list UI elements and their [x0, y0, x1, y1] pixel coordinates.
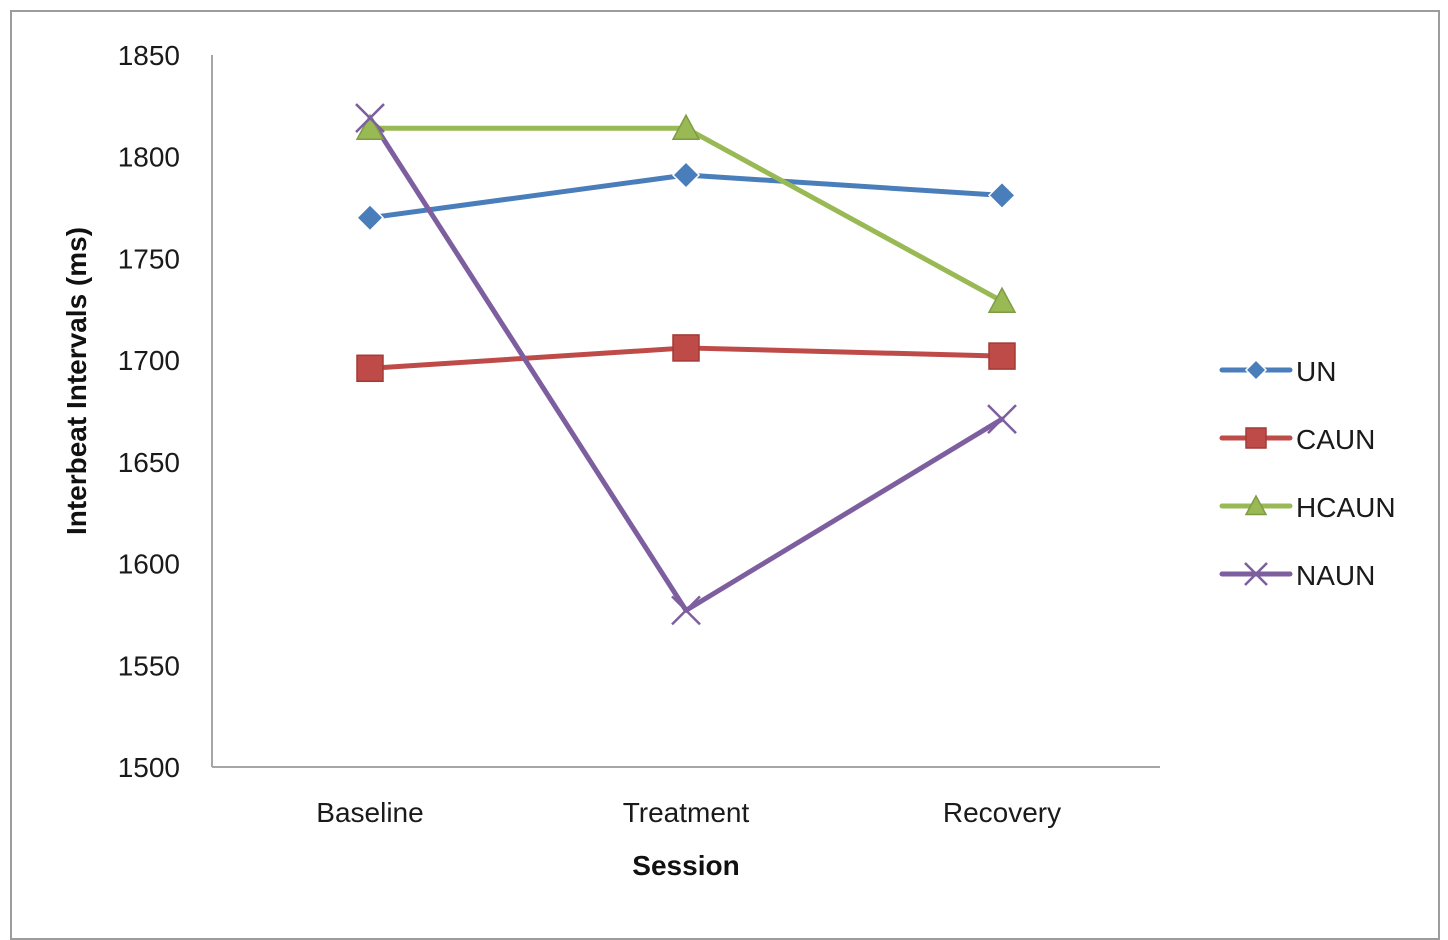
marker-x — [355, 103, 385, 133]
marker-diamond — [355, 203, 385, 232]
marker-square — [988, 342, 1016, 370]
y-axis-title: Interbeat Intervals (ms) — [61, 227, 92, 535]
axes — [211, 55, 1160, 768]
marker-x — [987, 404, 1017, 435]
marker-square — [356, 354, 384, 383]
y-tick-label: 1850 — [118, 40, 180, 71]
series-line-hcaun — [367, 125, 1005, 304]
y-tick-label: 1600 — [118, 549, 180, 580]
x-tick-label: Recovery — [943, 797, 1061, 828]
legend-label: UN — [1296, 356, 1336, 387]
y-tick-label: 1650 — [118, 447, 180, 478]
marker-triangle — [987, 286, 1017, 313]
marker-diamond — [671, 160, 701, 190]
marker-diamond — [1244, 358, 1268, 382]
marker-triangle — [671, 113, 701, 141]
marker-triangle — [1244, 494, 1268, 516]
series-markers — [355, 103, 1017, 626]
y-tick-labels: 1500 1550 1600 1650 1700 1750 1800 1850 — [118, 40, 180, 783]
marker-x — [1244, 562, 1268, 586]
legend-label: HCAUN — [1296, 492, 1396, 523]
marker-diamond — [987, 181, 1017, 210]
x-tick-label: Treatment — [623, 797, 750, 828]
x-tick-label: Baseline — [316, 797, 423, 828]
series-lines — [367, 115, 1005, 613]
marker-square — [672, 334, 700, 362]
y-tick-label: 1500 — [118, 752, 180, 783]
marker-triangle — [355, 113, 385, 141]
legend-label: NAUN — [1296, 560, 1375, 591]
chart-frame — [10, 10, 1440, 940]
y-tick-label: 1800 — [118, 142, 180, 173]
x-axis-title: Session — [632, 850, 739, 881]
marker-square — [1245, 427, 1267, 449]
x-tick-labels: Baseline Treatment Recovery — [316, 797, 1061, 828]
y-tick-label: 1700 — [118, 345, 180, 376]
legend: UN CAUN HCAUN NAUN — [1219, 356, 1396, 591]
y-tick-label: 1550 — [118, 650, 180, 681]
marker-x — [671, 595, 701, 626]
y-tick-label: 1750 — [118, 243, 180, 274]
legend-label: CAUN — [1296, 424, 1375, 455]
